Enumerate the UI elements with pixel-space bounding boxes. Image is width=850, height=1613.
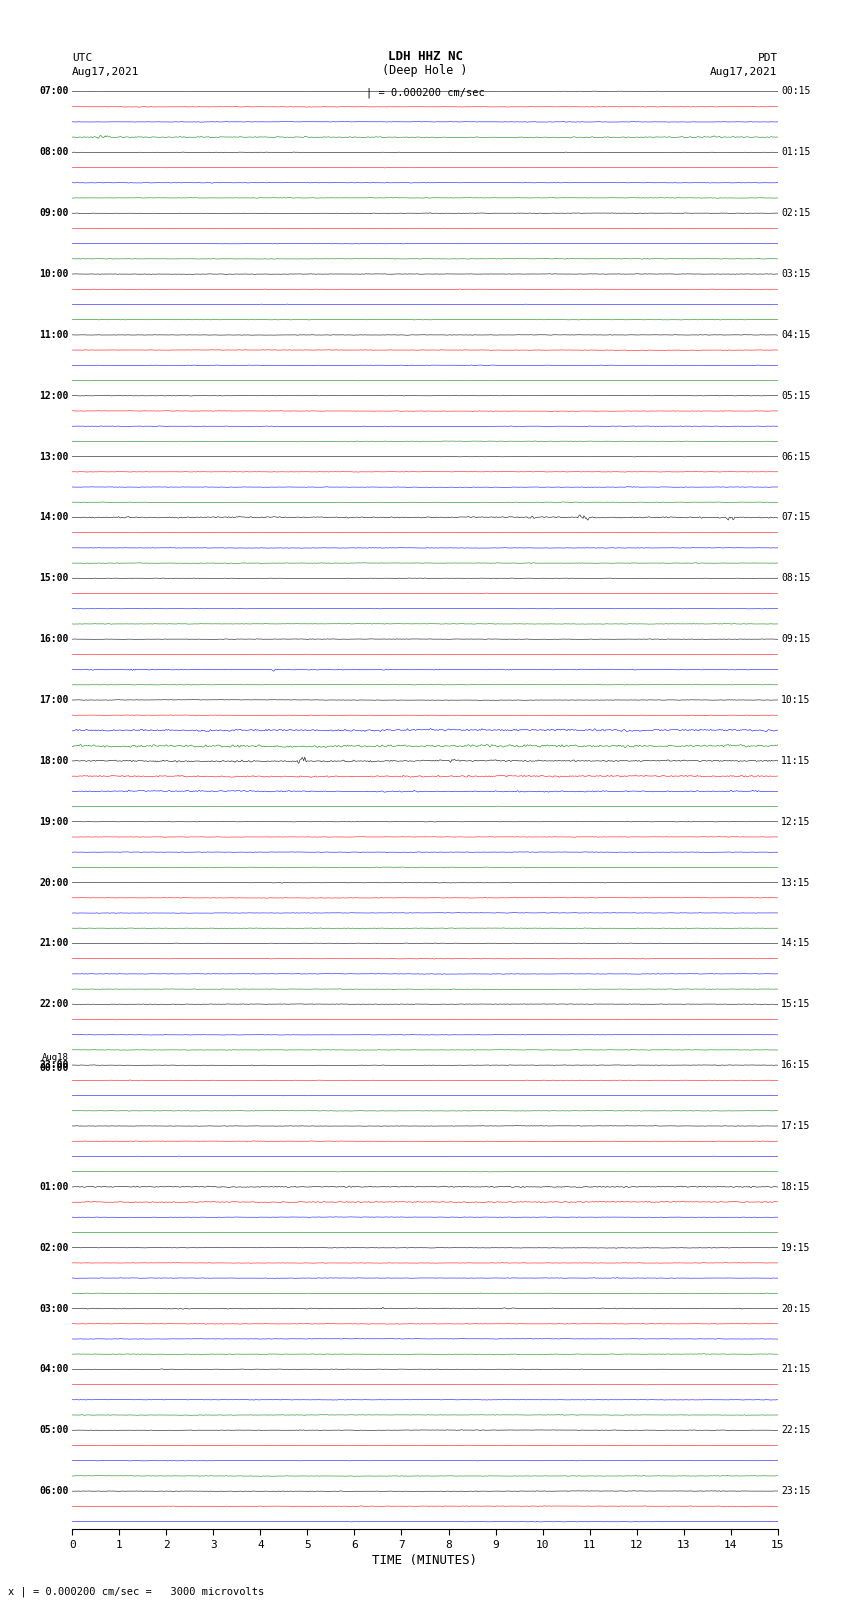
Text: UTC: UTC — [72, 53, 93, 63]
X-axis label: TIME (MINUTES): TIME (MINUTES) — [372, 1553, 478, 1566]
Text: 09:00: 09:00 — [39, 208, 69, 218]
Text: 08:15: 08:15 — [781, 573, 811, 584]
Text: 14:00: 14:00 — [39, 513, 69, 523]
Text: 04:00: 04:00 — [39, 1365, 69, 1374]
Text: 10:00: 10:00 — [39, 269, 69, 279]
Text: | = 0.000200 cm/sec: | = 0.000200 cm/sec — [366, 87, 484, 98]
Text: 06:00: 06:00 — [39, 1486, 69, 1497]
Text: Aug17,2021: Aug17,2021 — [711, 68, 778, 77]
Text: 01:00: 01:00 — [39, 1182, 69, 1192]
Text: 02:00: 02:00 — [39, 1242, 69, 1253]
Text: 03:00: 03:00 — [39, 1303, 69, 1313]
Text: 11:15: 11:15 — [781, 756, 811, 766]
Text: 21:15: 21:15 — [781, 1365, 811, 1374]
Text: 04:15: 04:15 — [781, 331, 811, 340]
Text: 20:15: 20:15 — [781, 1303, 811, 1313]
Text: 17:15: 17:15 — [781, 1121, 811, 1131]
Text: 22:00: 22:00 — [39, 1000, 69, 1010]
Text: 02:15: 02:15 — [781, 208, 811, 218]
Text: 23:15: 23:15 — [781, 1486, 811, 1497]
Text: 18:00: 18:00 — [39, 756, 69, 766]
Text: 15:00: 15:00 — [39, 573, 69, 584]
Text: 05:00: 05:00 — [39, 1426, 69, 1436]
Text: 21:00: 21:00 — [39, 939, 69, 948]
Text: (Deep Hole ): (Deep Hole ) — [382, 65, 468, 77]
Text: 11:00: 11:00 — [39, 331, 69, 340]
Text: 03:15: 03:15 — [781, 269, 811, 279]
Text: 16:15: 16:15 — [781, 1060, 811, 1069]
Text: LDH HHZ NC: LDH HHZ NC — [388, 50, 462, 63]
Text: 12:15: 12:15 — [781, 816, 811, 827]
Text: 01:15: 01:15 — [781, 147, 811, 158]
Text: 12:00: 12:00 — [39, 390, 69, 400]
Text: 00:15: 00:15 — [781, 87, 811, 97]
Text: 19:00: 19:00 — [39, 816, 69, 827]
Text: 15:15: 15:15 — [781, 1000, 811, 1010]
Text: 10:15: 10:15 — [781, 695, 811, 705]
Text: 23:00: 23:00 — [39, 1060, 69, 1069]
Text: 08:00: 08:00 — [39, 147, 69, 158]
Text: 17:00: 17:00 — [39, 695, 69, 705]
Text: 18:15: 18:15 — [781, 1182, 811, 1192]
Text: 20:00: 20:00 — [39, 877, 69, 887]
Text: Aug18: Aug18 — [42, 1053, 69, 1061]
Text: 07:00: 07:00 — [39, 87, 69, 97]
Text: 05:15: 05:15 — [781, 390, 811, 400]
Text: 22:15: 22:15 — [781, 1426, 811, 1436]
Text: 14:15: 14:15 — [781, 939, 811, 948]
Text: PDT: PDT — [757, 53, 778, 63]
Text: 13:00: 13:00 — [39, 452, 69, 461]
Text: 16:00: 16:00 — [39, 634, 69, 644]
Text: 00:00: 00:00 — [39, 1063, 69, 1073]
Text: 13:15: 13:15 — [781, 877, 811, 887]
Text: 09:15: 09:15 — [781, 634, 811, 644]
Text: 06:15: 06:15 — [781, 452, 811, 461]
Text: 19:15: 19:15 — [781, 1242, 811, 1253]
Text: 07:15: 07:15 — [781, 513, 811, 523]
Text: Aug17,2021: Aug17,2021 — [72, 68, 139, 77]
Text: x | = 0.000200 cm/sec =   3000 microvolts: x | = 0.000200 cm/sec = 3000 microvolts — [8, 1586, 264, 1597]
